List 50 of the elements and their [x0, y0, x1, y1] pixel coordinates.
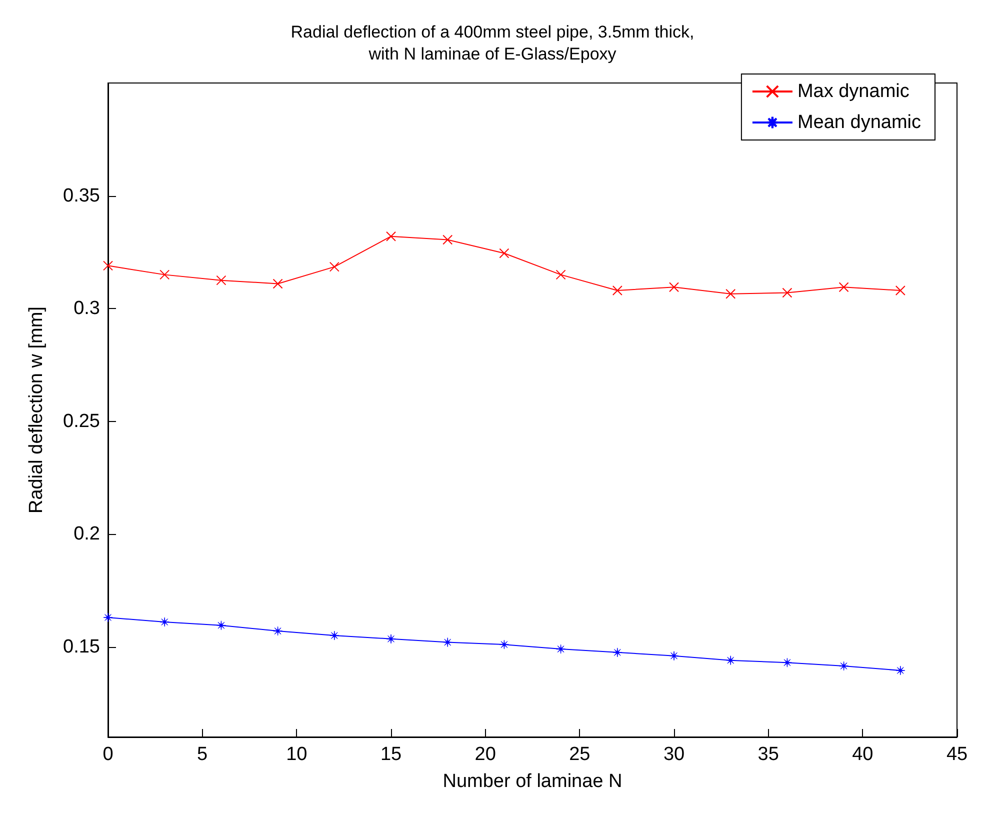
x-axis-title: Number of laminae N [442, 771, 622, 792]
x-tick-label: 25 [569, 744, 590, 765]
x-tick-label: 15 [380, 744, 402, 765]
y-tick-label: 0.35 [63, 185, 100, 206]
point [669, 282, 679, 292]
point [103, 612, 113, 622]
point [726, 656, 736, 666]
x-tick-label: 45 [946, 744, 968, 765]
point [499, 640, 509, 650]
point [895, 285, 906, 296]
point [273, 626, 283, 636]
y-tick-label: 0.2 [74, 524, 100, 545]
x-tick-label: 0 [102, 744, 114, 765]
point [103, 260, 113, 271]
chart-title: Radial deflection of a 400mm steel pipe, 3.5mm thick, with N laminae of E-Glass/Epoxy [290, 22, 694, 64]
legend-label: Mean dynamic [797, 112, 922, 133]
point [556, 644, 566, 654]
point [612, 648, 622, 658]
x-tick-label: 35 [758, 744, 779, 765]
x-tick-label: 10 [286, 744, 308, 765]
point [442, 234, 453, 245]
x-tick-label: 5 [197, 744, 208, 765]
point [330, 630, 340, 640]
point [160, 617, 170, 627]
point [612, 285, 622, 296]
point [442, 638, 452, 648]
point [499, 248, 510, 258]
point [896, 666, 906, 676]
point [782, 288, 792, 298]
y-axis-title: Radial deflection w [mm] [26, 306, 47, 514]
point [838, 282, 849, 292]
point [386, 231, 396, 242]
point [386, 634, 396, 644]
point [556, 270, 566, 280]
point [839, 661, 849, 671]
y-tick-label: 0.25 [63, 410, 100, 432]
point [329, 262, 340, 272]
point [669, 651, 679, 661]
x-tick-label: 40 [852, 744, 874, 765]
point [782, 658, 792, 668]
y-tick-label: 0.15 [63, 636, 100, 658]
y-tick-label: 0.3 [74, 298, 100, 320]
point [216, 275, 226, 286]
point [216, 620, 226, 630]
point [160, 270, 170, 280]
point [272, 278, 283, 289]
x-tick-label: 30 [663, 744, 685, 765]
x-tick-label: 20 [474, 744, 496, 765]
point [726, 288, 736, 299]
legend-label: Max dynamic [797, 81, 910, 102]
